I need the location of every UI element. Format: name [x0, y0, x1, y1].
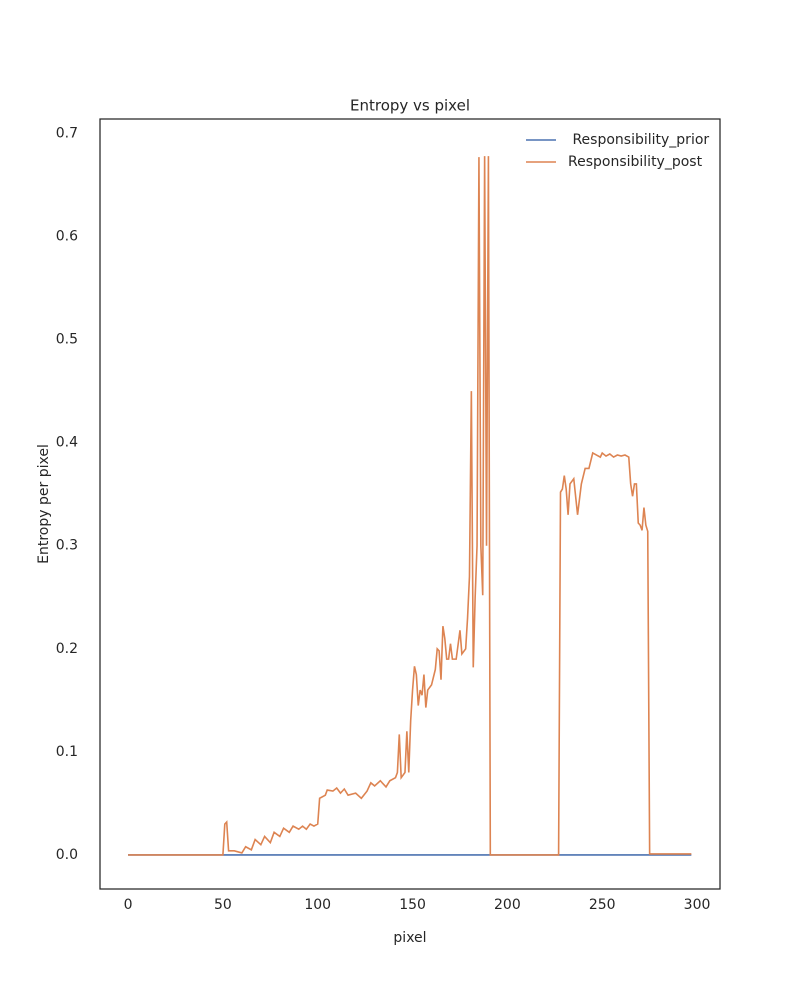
y-tick-label: 0.7 [56, 125, 78, 141]
plot-frame [99, 118, 721, 890]
x-tick-label: 250 [589, 897, 616, 913]
x-axis-label: pixel [393, 930, 426, 946]
x-tick-label: 150 [399, 897, 426, 913]
y-tick-label: 0.5 [56, 332, 78, 348]
y-tick-label: 0.4 [56, 435, 78, 451]
y-tick-label: 0.6 [56, 229, 78, 245]
x-tick-label: 0 [124, 897, 133, 913]
x-tick-label: 50 [214, 897, 232, 913]
y-tick-label: 0.0 [56, 847, 78, 863]
legend-label: Responsibility_post [568, 154, 703, 170]
chart-title: Entropy vs pixel [350, 97, 470, 115]
y-tick-label: 0.1 [56, 744, 78, 760]
x-tick-label: 300 [684, 897, 711, 913]
y-tick-label: 0.2 [56, 641, 78, 657]
data-line [128, 156, 692, 856]
x-tick-label: 200 [494, 897, 521, 913]
legend-label: Responsibility_prior [568, 132, 709, 148]
x-tick-label: 100 [304, 897, 331, 913]
y-axis-label: Entropy per pixel [36, 444, 52, 564]
y-tick-label: 0.3 [56, 538, 78, 554]
